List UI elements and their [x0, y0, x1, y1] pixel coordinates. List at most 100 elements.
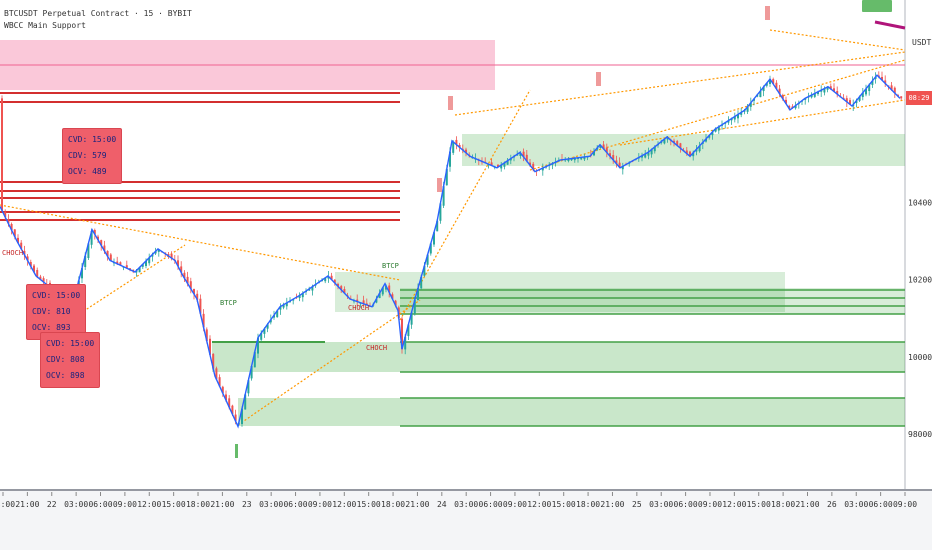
- candle-body: [93, 230, 96, 235]
- candle-body: [285, 302, 288, 307]
- candle-body: [833, 88, 835, 92]
- candle-body: [381, 287, 384, 295]
- candle-body: [541, 168, 544, 171]
- candle-body: [650, 149, 653, 155]
- candle-body: [861, 92, 864, 98]
- candle-body: [196, 293, 199, 300]
- candle-body: [36, 269, 39, 277]
- candle-body: [356, 299, 359, 302]
- candle-body: [209, 338, 211, 355]
- candle-body: [125, 265, 128, 269]
- candle-body: [788, 105, 791, 109]
- candle-body: [689, 151, 691, 157]
- candle-body: [343, 289, 346, 294]
- candle-body: [263, 328, 266, 334]
- candle-body: [836, 90, 839, 95]
- candle-body: [189, 281, 192, 289]
- candle-body: [234, 414, 237, 422]
- annotation-label: BTCP: [220, 299, 237, 307]
- candle-body: [413, 299, 416, 314]
- candle-body: [439, 203, 442, 221]
- candle-body: [695, 149, 698, 152]
- candle-body: [29, 261, 32, 267]
- currency-label[interactable]: USDT: [912, 38, 932, 47]
- symbol-title[interactable]: BTCUSDT Perpetual Contract · 15 · BYBIT: [4, 9, 192, 18]
- trend-line: [529, 59, 906, 171]
- candle-body: [593, 151, 595, 156]
- info-line: OCV: 489: [68, 167, 107, 176]
- candle-body: [180, 266, 183, 273]
- candle-body: [615, 160, 618, 164]
- candle-body: [426, 254, 429, 265]
- indicator-title[interactable]: WBCC Main Support: [4, 21, 86, 30]
- candle-body: [663, 139, 666, 144]
- candle-body: [7, 218, 10, 224]
- candle-body: [404, 336, 407, 350]
- candle-body: [97, 236, 99, 240]
- candle-body: [279, 306, 282, 310]
- candle-body: [890, 85, 893, 90]
- candle-body: [529, 162, 531, 166]
- info-line: CVD: 15:00: [68, 135, 117, 144]
- candle-body: [490, 162, 493, 166]
- candle-body: [378, 293, 381, 299]
- time-tick-label: 21:00: [210, 500, 234, 509]
- candle-body: [106, 250, 109, 257]
- time-tick-label: 21:00: [600, 500, 624, 509]
- candle-body: [714, 128, 717, 132]
- candle-body: [273, 315, 275, 318]
- candle-body: [708, 135, 711, 138]
- candle-body: [727, 120, 730, 123]
- candle-body: [23, 250, 26, 255]
- candle-body: [391, 294, 394, 299]
- support-zone: [400, 288, 905, 314]
- signal-marker: [596, 72, 601, 86]
- annotation-label: CHOCH: [348, 304, 369, 312]
- candle-body: [20, 242, 23, 249]
- candle-body: [737, 114, 739, 119]
- candle-body: [375, 298, 378, 303]
- candle-body: [570, 158, 573, 161]
- candle-body: [42, 278, 45, 283]
- time-tick-label: 09:00: [503, 500, 527, 509]
- time-tick-label: 09:00: [893, 500, 917, 509]
- candle-body: [465, 149, 467, 153]
- info-line: OCV: 898: [46, 371, 85, 380]
- candle-body: [436, 220, 439, 232]
- candle-body: [599, 145, 602, 148]
- time-tick-label: 03:00: [64, 500, 88, 509]
- candle-body: [119, 262, 122, 266]
- time-tick-label: 18:00: [381, 500, 405, 509]
- candle-body: [401, 318, 403, 350]
- candle-body: [250, 366, 253, 379]
- candle-body: [829, 86, 832, 90]
- candle-body: [385, 285, 387, 290]
- candle-body: [759, 90, 762, 98]
- candle-body: [298, 295, 301, 299]
- candle-body: [429, 243, 432, 254]
- time-tick-label: 12:00: [332, 500, 356, 509]
- time-tick-label: 18:00: [771, 500, 795, 509]
- info-line: CVD: 15:00: [46, 339, 95, 348]
- time-tick-label: 15:00: [747, 500, 771, 509]
- candle-body: [205, 329, 208, 342]
- candle-body: [167, 254, 170, 256]
- candle-body: [420, 277, 423, 289]
- candle-body: [183, 272, 186, 279]
- trend-line: [874, 20, 906, 30]
- candle-body: [81, 268, 83, 279]
- candle-body: [442, 186, 445, 206]
- candle-body: [455, 139, 458, 145]
- candle-body: [145, 260, 147, 266]
- support-zone: [238, 398, 905, 426]
- candle-body: [769, 79, 771, 84]
- candle-body: [260, 333, 263, 340]
- candle-body: [772, 79, 775, 84]
- time-tick-label: 15:00: [162, 500, 186, 509]
- candle-body: [580, 157, 583, 160]
- candle-body: [679, 143, 682, 149]
- candle-body: [362, 300, 365, 304]
- candle-body: [10, 223, 13, 231]
